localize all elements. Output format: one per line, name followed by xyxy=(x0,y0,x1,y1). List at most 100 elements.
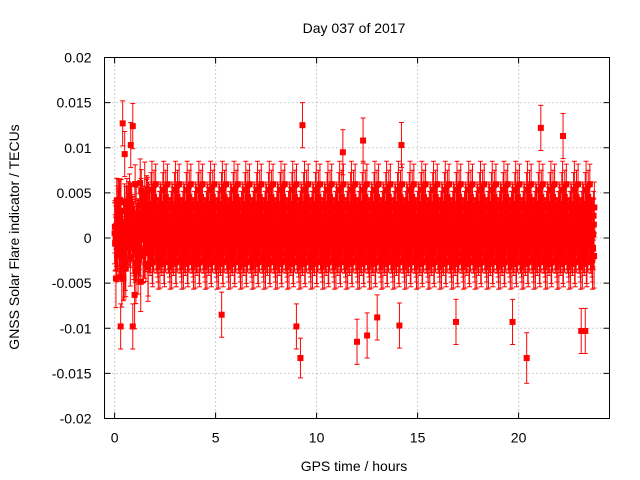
data-point xyxy=(138,187,145,194)
data-point xyxy=(410,213,417,220)
data-point xyxy=(395,208,402,215)
data-point xyxy=(231,249,238,256)
data-point xyxy=(351,213,358,220)
data-point xyxy=(372,249,379,256)
data-point xyxy=(304,213,311,220)
data-point xyxy=(192,253,199,260)
data-point xyxy=(344,253,351,260)
data-point xyxy=(316,213,323,220)
data-point xyxy=(113,229,120,236)
data-point xyxy=(258,181,265,188)
data-point xyxy=(336,186,343,193)
data-point xyxy=(131,230,138,237)
data-point xyxy=(242,186,249,193)
data-point xyxy=(180,253,187,260)
data-point xyxy=(132,181,139,188)
data-point xyxy=(234,213,241,220)
data-point xyxy=(348,208,355,215)
data-point xyxy=(399,181,406,188)
data-point xyxy=(286,253,293,260)
data-point xyxy=(316,181,323,188)
data-point xyxy=(383,186,390,193)
data-point xyxy=(391,253,398,260)
data-point xyxy=(278,249,285,256)
data-point xyxy=(122,265,129,272)
data-point xyxy=(422,213,429,220)
data-point xyxy=(112,234,119,241)
data-point xyxy=(398,213,405,220)
data-point xyxy=(131,291,138,298)
data-point xyxy=(175,213,182,220)
data-point xyxy=(297,253,304,260)
data-point xyxy=(348,249,355,256)
data-point xyxy=(290,249,297,256)
data-point xyxy=(195,186,202,193)
data-point xyxy=(384,208,391,215)
data-point xyxy=(246,213,253,220)
data-point xyxy=(168,253,175,260)
data-point xyxy=(243,208,250,215)
data-point xyxy=(290,208,297,215)
data-point xyxy=(136,218,143,225)
data-point xyxy=(113,198,120,205)
data-point xyxy=(340,213,347,220)
data-point xyxy=(203,253,210,260)
data-point xyxy=(274,253,281,260)
data-point xyxy=(160,249,167,256)
data-point xyxy=(379,253,386,260)
data-point xyxy=(363,181,370,188)
data-point xyxy=(340,181,347,188)
data-point xyxy=(434,213,441,220)
data-point xyxy=(149,208,156,215)
data-point xyxy=(313,208,320,215)
data-point xyxy=(137,180,144,187)
data-point xyxy=(133,210,140,217)
data-point xyxy=(430,186,437,193)
data-point xyxy=(215,253,222,260)
data-point xyxy=(395,249,402,256)
data-point xyxy=(176,181,183,188)
data-point xyxy=(305,181,312,188)
data-point xyxy=(325,249,332,256)
data-point xyxy=(438,253,445,260)
data-point xyxy=(145,260,152,267)
chart-title: Day 037 of 2017 xyxy=(303,20,406,36)
data-point xyxy=(255,208,262,215)
data-point xyxy=(137,225,144,232)
data-point xyxy=(278,208,285,215)
data-points xyxy=(111,100,598,384)
data-point xyxy=(301,249,308,256)
data-point xyxy=(387,213,394,220)
data-point xyxy=(137,278,144,285)
data-point xyxy=(431,208,438,215)
data-point xyxy=(243,249,250,256)
data-point xyxy=(164,181,171,188)
data-point xyxy=(407,186,414,193)
data-point xyxy=(227,253,234,260)
data-point xyxy=(328,213,335,220)
data-point xyxy=(301,186,308,193)
data-point xyxy=(141,191,148,198)
data-point xyxy=(156,253,163,260)
data-point xyxy=(266,208,273,215)
data-point xyxy=(368,253,375,260)
data-point xyxy=(135,263,142,270)
data-point xyxy=(281,213,288,220)
data-point xyxy=(321,253,328,260)
data-point xyxy=(223,181,230,188)
data-point xyxy=(419,208,426,215)
data-point xyxy=(149,249,156,256)
data-point xyxy=(360,186,367,193)
data-point xyxy=(254,186,261,193)
data-point xyxy=(184,249,191,256)
data-point xyxy=(231,186,238,193)
data-point xyxy=(219,186,226,193)
data-point xyxy=(419,249,426,256)
data-point xyxy=(148,186,155,193)
data-point xyxy=(266,186,273,193)
data-point xyxy=(328,181,335,188)
data-point xyxy=(208,208,215,215)
data-point xyxy=(325,208,332,215)
data-point xyxy=(219,208,226,215)
